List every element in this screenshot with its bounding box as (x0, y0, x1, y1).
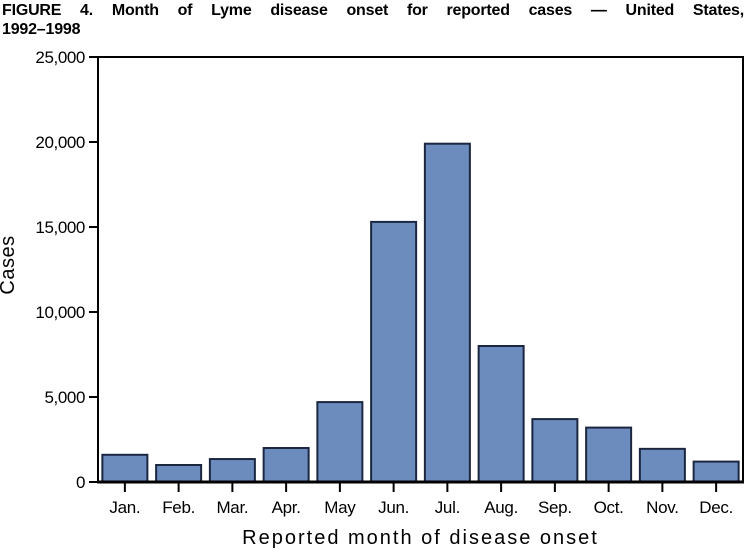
y-tick-label: 10,000 (35, 303, 85, 322)
x-tick-label: Aug. (484, 498, 518, 517)
y-tick-label: 20,000 (35, 133, 85, 152)
bar-jun (370, 220, 418, 483)
bar-oct (585, 426, 633, 484)
y-tick-label: 15,000 (35, 218, 85, 237)
bar-feb (155, 464, 203, 483)
x-axis-title: Reported month of disease onset (242, 527, 599, 549)
bar-jan (101, 453, 149, 483)
bar-aug (477, 345, 525, 483)
y-axis-title: Cases (0, 235, 19, 294)
bar-sep (531, 418, 579, 484)
x-tick-label: Feb. (162, 498, 195, 517)
x-tick-label: Nov. (646, 498, 679, 517)
bar-nov (638, 447, 686, 484)
x-tick-label: Mar. (216, 498, 248, 517)
bar-may (316, 401, 364, 484)
plot-border (97, 56, 744, 483)
x-tick-label: May (324, 498, 356, 517)
x-tick-label: Jul. (435, 498, 460, 517)
bar-jul (423, 142, 471, 483)
bar-apr (262, 447, 310, 483)
y-tick-label: 0 (76, 473, 85, 492)
x-tick-label: Sep. (538, 498, 572, 517)
bar-dec (692, 460, 740, 484)
x-tick-label: Apr. (272, 498, 301, 517)
x-tick-label: Jan. (109, 498, 140, 517)
y-tick-label: 5,000 (44, 388, 85, 407)
bar-mar (208, 458, 256, 483)
x-tick-label: Jun. (378, 498, 409, 517)
figure-title: FIGURE 4. Month of Lyme disease onset fo… (2, 1, 744, 39)
y-tick-label: 25,000 (35, 48, 85, 67)
x-tick-label: Oct. (594, 498, 624, 517)
x-tick-label: Dec. (699, 498, 733, 517)
figure-title-line1: FIGURE 4. Month of Lyme disease onset fo… (2, 2, 744, 19)
figure-title-line2: 1992–1998 (2, 21, 81, 38)
